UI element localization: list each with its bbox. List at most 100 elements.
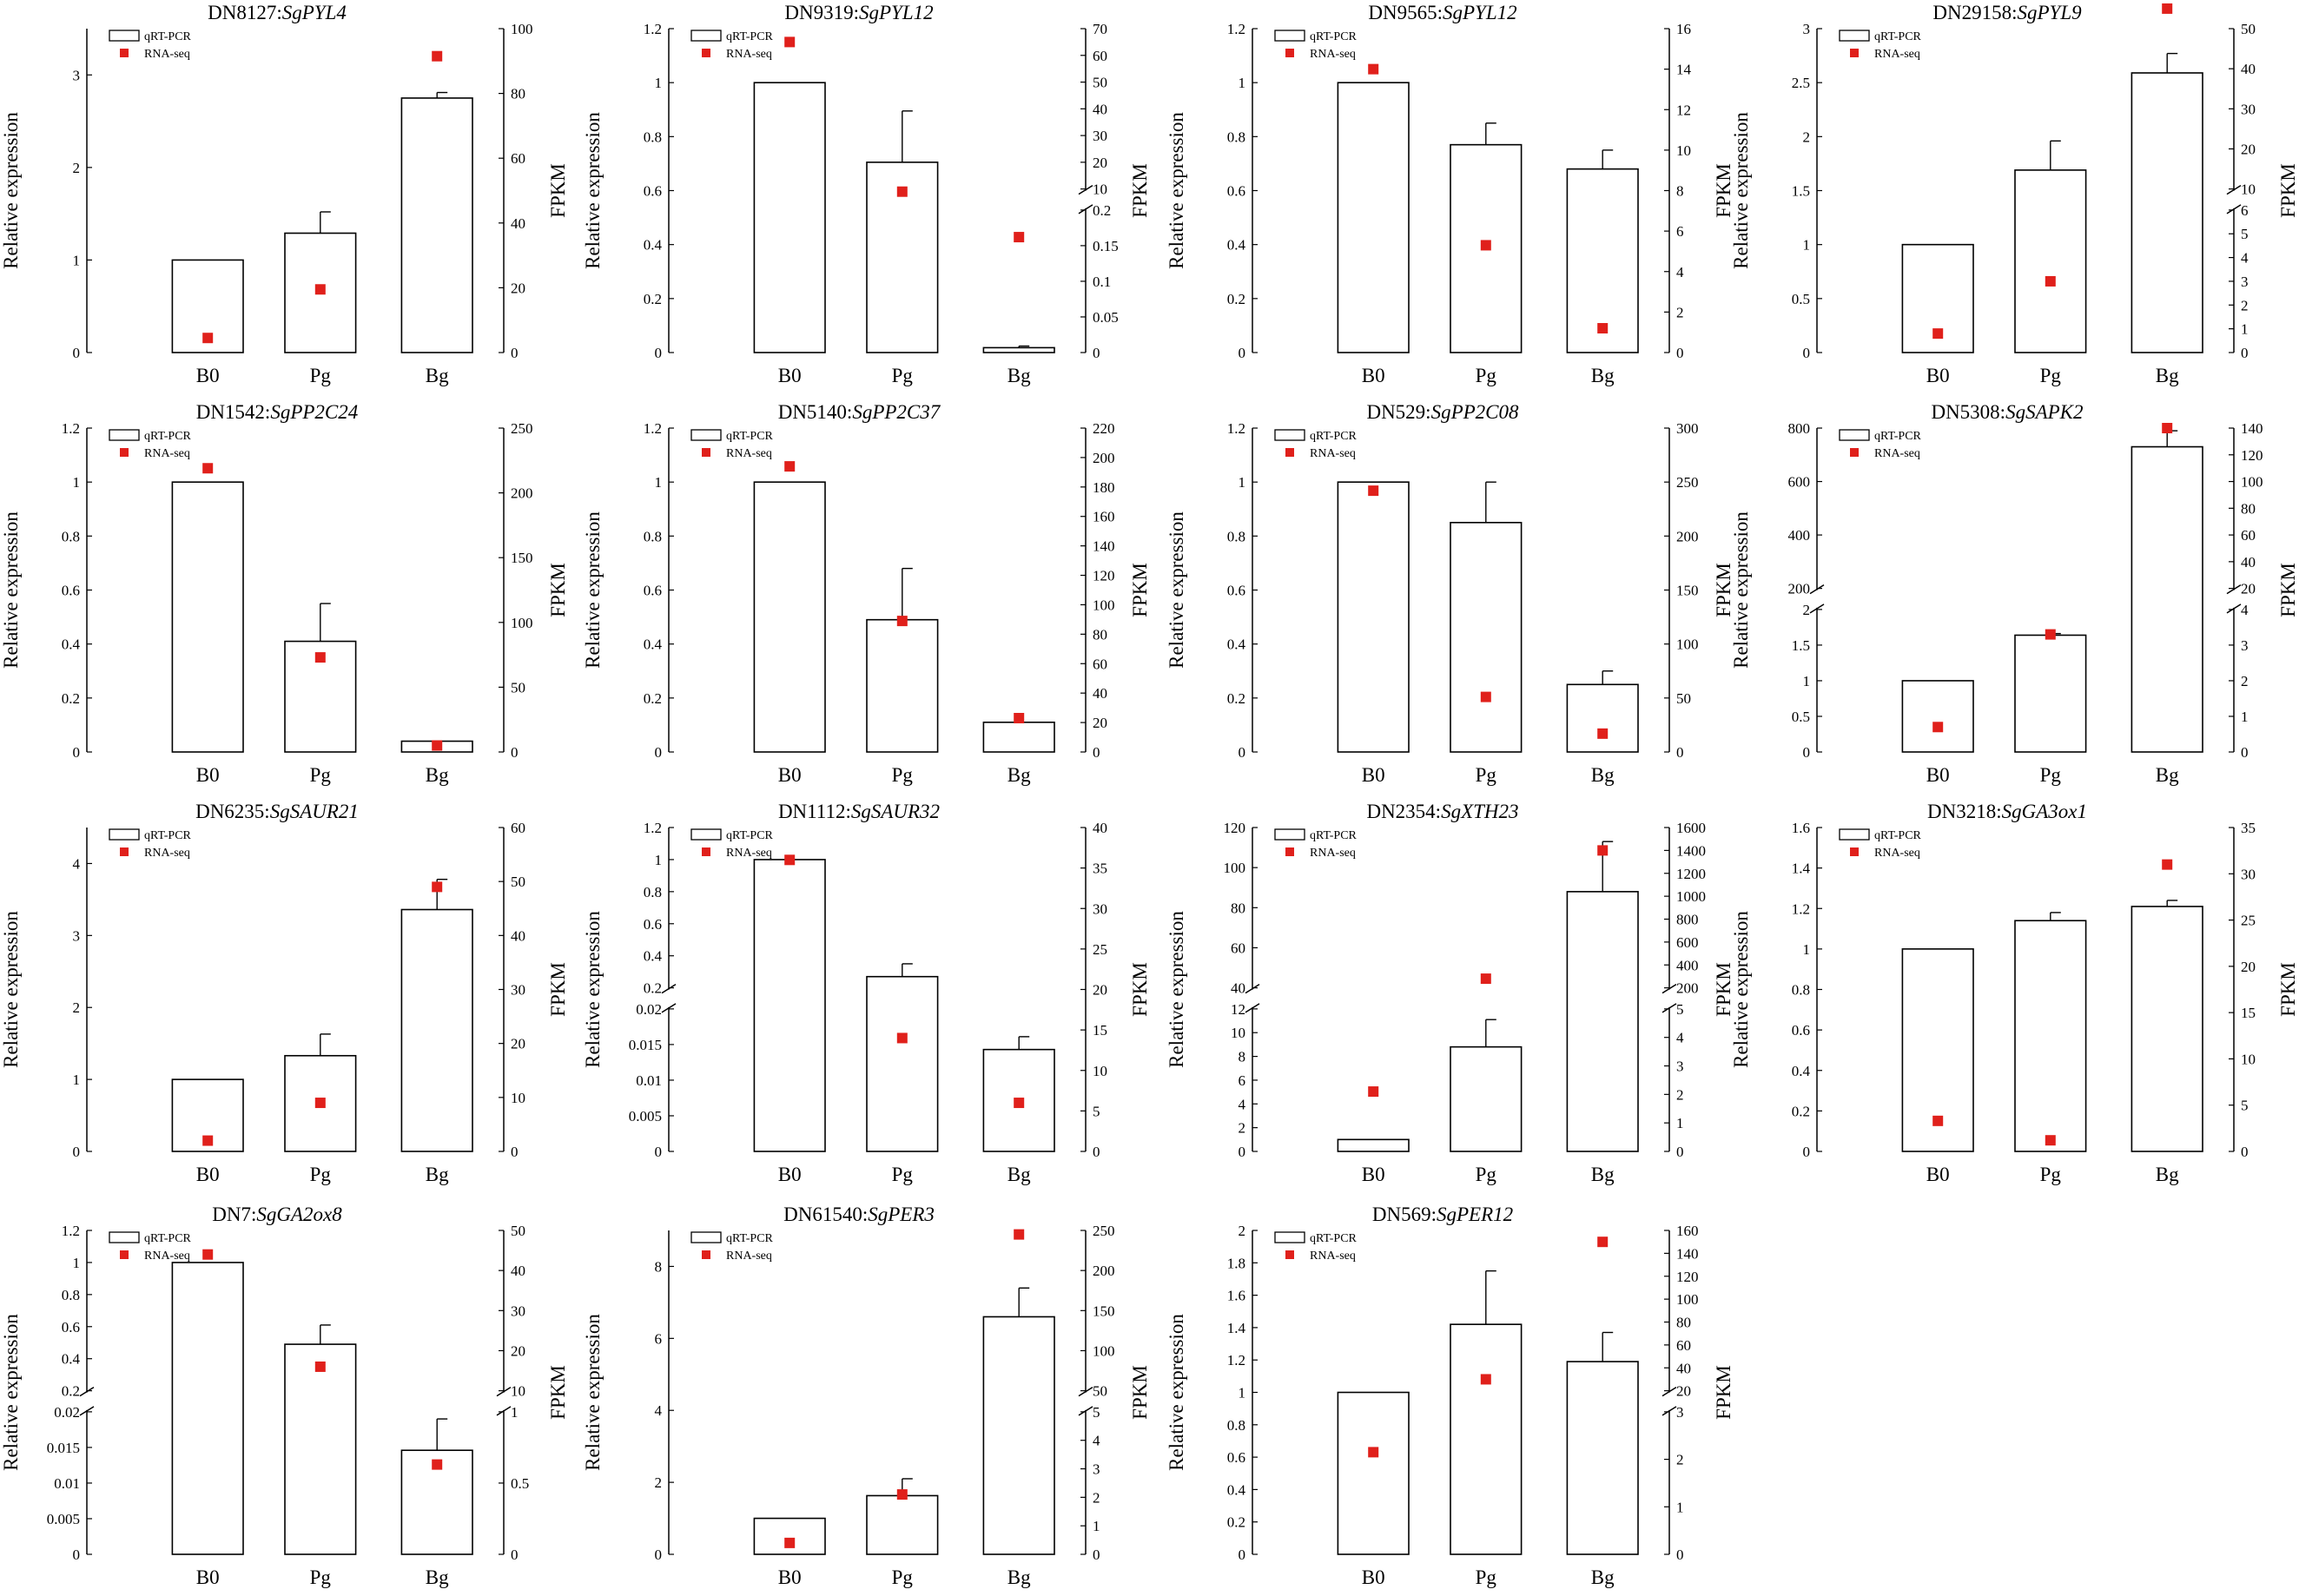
chart-title: DN2354:SgXTH23 <box>1366 801 1518 822</box>
rna-seq-point <box>432 1459 443 1470</box>
right-tick-label: 0 <box>2241 345 2249 361</box>
gene-name: SgPER12 <box>1437 1204 1513 1225</box>
rna-seq-point <box>1014 232 1025 243</box>
right-axis-title: FPKM <box>1129 1365 1151 1420</box>
left-axis-title: Relative expression <box>0 112 22 269</box>
legend-bar-swatch <box>690 429 722 441</box>
left-tick-label: 40 <box>1231 980 1245 997</box>
left-tick-label: 2 <box>73 160 81 176</box>
rna-seq-point <box>432 50 443 62</box>
rna-seq-point <box>1014 1098 1025 1109</box>
x-tick-label: Bg <box>2156 764 2179 786</box>
left-tick-label: 8 <box>655 1258 663 1275</box>
left-tick-label: 400 <box>1788 527 1811 544</box>
left-axis-title: Relative expression <box>1730 511 1752 669</box>
left-tick-label: 0 <box>1803 345 1811 361</box>
left-tick-label: 0.2 <box>62 1383 80 1400</box>
right-tick-label: 100 <box>1093 1342 1115 1359</box>
qrt-pcr-bar <box>1566 168 1639 353</box>
right-tick-label: 30 <box>511 1303 525 1319</box>
right-tick-label: 160 <box>1676 1223 1699 1239</box>
right-tick-label: 3 <box>1676 1404 1684 1421</box>
left-tick-label: 0.8 <box>644 884 662 900</box>
chart-title: DN1112:SgSAUR32 <box>778 801 940 822</box>
right-tick-label: 200 <box>511 485 533 502</box>
x-tick-label: Bg <box>426 764 449 786</box>
left-tick-label: 80 <box>1231 900 1245 916</box>
rna-seq-point <box>896 186 908 197</box>
left-tick-label: 0.4 <box>62 636 81 653</box>
axis-break-mark <box>1661 983 1677 994</box>
legend-bar-swatch <box>1274 1231 1305 1243</box>
x-tick-label: Pg <box>2040 764 2062 786</box>
right-tick-label: 60 <box>2241 527 2256 544</box>
rna-seq-point <box>2045 629 2056 640</box>
right-tick-label: 0 <box>511 345 519 361</box>
left-tick-label: 0.5 <box>1792 291 1810 307</box>
right-tick-label: 10 <box>1093 1063 1107 1079</box>
left-tick-label: 0.2 <box>644 291 662 307</box>
gene-id: DN1542: <box>196 401 271 423</box>
left-tick-label: 0.6 <box>1227 1449 1245 1466</box>
left-tick-label: 0.02 <box>54 1404 80 1421</box>
chart-title: DN9319:SgPYL12 <box>784 2 933 23</box>
gene-id: DN2354: <box>1366 801 1441 822</box>
right-tick-label: 60 <box>511 150 525 167</box>
right-axis-title: FPKM <box>2277 962 2299 1017</box>
right-tick-label: 400 <box>1676 957 1699 973</box>
right-tick-label: 30 <box>2241 866 2256 882</box>
chart-panel: 0 0.5 1 1.5 2 2.5 3 Relative expression 0 1 2 3 4 5 6 1… <box>1730 2 2299 386</box>
x-tick-label: Bg <box>1591 1566 1615 1588</box>
chart-panel: 0 0.2 0.4 0.6 0.8 1 1.2 Relative expression 0 2 4 6… <box>1166 2 1734 386</box>
rna-seq-point <box>1597 1237 1609 1248</box>
x-tick-label: Bg <box>2156 1164 2179 1185</box>
legend-bar-swatch <box>1274 828 1305 841</box>
left-tick-label: 6 <box>1239 1072 1246 1089</box>
axis-break-mark <box>496 1386 512 1397</box>
right-tick-label: 1400 <box>1676 842 1706 859</box>
left-tick-label: 0.01 <box>636 1072 662 1089</box>
left-tick-label: 6 <box>655 1330 663 1347</box>
left-tick-label: 1 <box>1239 1385 1246 1401</box>
gene-name: SgGA3ox1 <box>2002 801 2087 822</box>
right-tick-label: 1 <box>2241 321 2249 338</box>
gene-id: DN1112: <box>778 801 851 822</box>
left-axis-title: Relative expression <box>582 1314 604 1471</box>
right-tick-label: 1000 <box>1676 888 1706 905</box>
gene-id: DN61540: <box>783 1204 868 1225</box>
right-tick-label: 3 <box>2241 637 2249 654</box>
right-tick-label: 4 <box>2241 602 2249 618</box>
x-tick-label: Pg <box>892 1164 914 1185</box>
right-tick-label: 80 <box>511 86 525 102</box>
legend-point-label: RNA-seq <box>726 48 772 61</box>
right-tick-label: 1200 <box>1676 866 1706 882</box>
qrt-pcr-bar <box>1901 680 1974 753</box>
left-tick-label: 8 <box>1239 1049 1246 1065</box>
legend-bar-swatch <box>1839 828 1870 841</box>
qrt-pcr-bar <box>2014 634 2087 753</box>
right-tick-label: 16 <box>1676 21 1691 37</box>
axis-break-mark <box>1245 983 1260 994</box>
left-tick-label: 0.2 <box>644 690 662 707</box>
left-tick-label: 0 <box>1803 1144 1811 1160</box>
chart-title: DN7:SgGA2ox8 <box>212 1204 342 1225</box>
right-axis-title: FPKM <box>1713 563 1734 617</box>
left-tick-label: 4 <box>655 1402 663 1419</box>
x-tick-label: B0 <box>778 1164 802 1185</box>
gene-name: SgPYL4 <box>282 2 347 23</box>
legend-bar-label: qRT-PCR <box>726 30 774 43</box>
right-tick-label: 20 <box>1093 715 1107 731</box>
left-tick-label: 0.4 <box>1227 1481 1246 1498</box>
left-tick-label: 1.2 <box>644 420 662 437</box>
right-tick-label: 200 <box>1093 450 1115 466</box>
qrt-pcr-bar <box>1566 683 1639 753</box>
legend-bar-swatch <box>1839 429 1870 441</box>
chart-title: DN9565:SgPYL12 <box>1368 2 1516 23</box>
axis-break-mark <box>661 983 677 994</box>
x-tick-label: B0 <box>778 1566 802 1588</box>
left-tick-label: 0.6 <box>62 1319 80 1335</box>
legend-point-swatch <box>120 847 129 856</box>
left-tick-label: 1.2 <box>1227 21 1245 37</box>
axis-break-mark <box>2226 584 2242 595</box>
right-axis-title: FPKM <box>1713 1365 1734 1420</box>
